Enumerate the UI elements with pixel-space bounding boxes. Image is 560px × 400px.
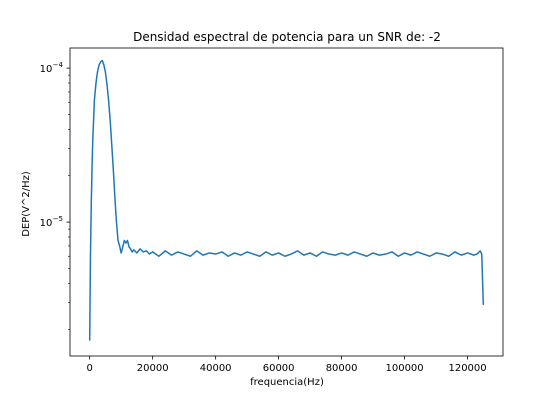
x-tick-label: 120000 bbox=[448, 363, 486, 374]
y-axis-label: DEP(V^2/Hz) bbox=[21, 171, 32, 237]
x-axis-label: frequencia(Hz) bbox=[250, 377, 324, 388]
plot-area bbox=[69, 47, 504, 357]
series-line-0 bbox=[88, 59, 485, 341]
x-axis-ticks: 0 20000 40000 60000 80000 100000 120000 bbox=[86, 356, 487, 374]
x-tick-label: 20000 bbox=[137, 363, 169, 374]
x-tick-label: 60000 bbox=[263, 363, 295, 374]
y-tick-label: 10 bbox=[40, 218, 53, 229]
chart-title: Densidad espectral de potencia para un S… bbox=[133, 30, 441, 44]
axes-frame bbox=[69, 47, 504, 357]
y-axis-ticks: 10−510−4 bbox=[40, 61, 70, 331]
x-tick-label: 0 bbox=[86, 363, 92, 374]
x-tick-label: 80000 bbox=[326, 363, 358, 374]
y-tick-label: 10 bbox=[40, 64, 53, 75]
x-tick-label: 40000 bbox=[200, 363, 232, 374]
y-tick-exponent: −4 bbox=[53, 61, 64, 69]
x-tick-label: 100000 bbox=[385, 363, 423, 374]
y-tick-exponent: −5 bbox=[53, 215, 63, 223]
